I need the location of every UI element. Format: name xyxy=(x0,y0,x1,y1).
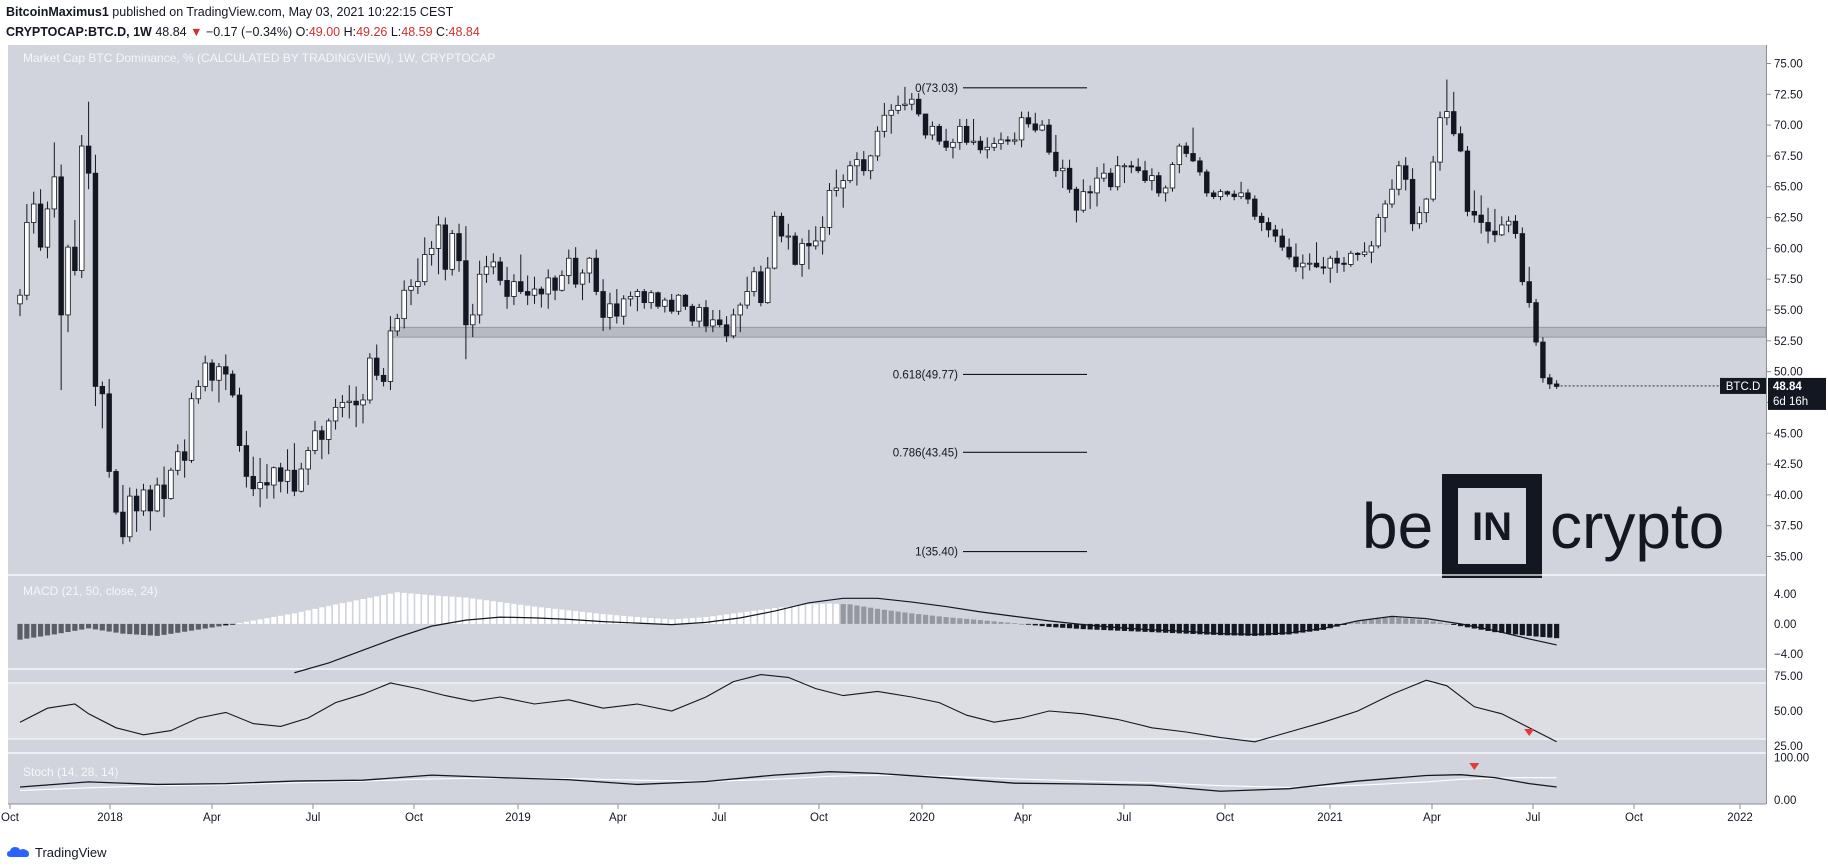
close-label: C: xyxy=(436,25,449,39)
open-value: 49.00 xyxy=(308,25,341,39)
stoch-pane-title: Stoch (14, 28, 14) xyxy=(23,765,119,779)
macd-pane-title: MACD (21, 50, close, 24) xyxy=(23,584,158,598)
price-axis[interactable] xyxy=(1766,45,1828,804)
x-tick-label: 2022 xyxy=(1727,812,1753,824)
high-label: H: xyxy=(343,25,357,39)
rsi-pane-title: RSI (14, close) xyxy=(23,682,103,696)
footer-brand-label: TradingView xyxy=(35,844,107,860)
x-tick-label: Oct xyxy=(405,812,424,824)
x-tick-label: Oct xyxy=(1,812,20,824)
x-tick-label: Apr xyxy=(609,812,627,824)
open-label: O: xyxy=(295,25,309,39)
author-name[interactable]: BitcoinMaximus1 xyxy=(6,5,109,19)
last-price: 48.84 xyxy=(155,25,187,39)
high-value: 49.26 xyxy=(356,25,388,39)
x-tick-label: Jul xyxy=(1117,812,1132,824)
low-value: 48.59 xyxy=(401,25,433,39)
logo-text-be: be xyxy=(1362,490,1433,562)
beincrypto-logo: be IN crypto xyxy=(1362,474,1724,578)
close-value: 48.84 xyxy=(448,25,480,39)
x-tick-label: Apr xyxy=(203,812,221,824)
x-tick-label: Oct xyxy=(810,812,829,824)
footer-brand[interactable]: TradingView xyxy=(6,842,107,862)
logo-text-in: IN xyxy=(1472,505,1512,549)
x-tick-label: Jul xyxy=(306,812,321,824)
x-tick-label: Apr xyxy=(1423,812,1441,824)
logo-text-crypto: crypto xyxy=(1550,490,1724,562)
x-tick-label: 2020 xyxy=(909,812,935,824)
price-change: −0.17 (−0.34%) xyxy=(205,25,293,39)
x-tick-label: 2019 xyxy=(505,812,531,824)
symbol-label: CRYPTOCAP:BTC.D, 1W xyxy=(6,25,152,39)
x-tick-label: Oct xyxy=(1216,812,1235,824)
publish-line: BitcoinMaximus1 published on TradingView… xyxy=(6,2,480,22)
x-tick-label: Apr xyxy=(1014,812,1032,824)
stoch-pane[interactable]: Stoch (14, 28, 14) xyxy=(8,753,1766,804)
x-tick-label: Jul xyxy=(1526,812,1541,824)
chart-header: BitcoinMaximus1 published on TradingView… xyxy=(6,2,480,42)
x-tick-label: 2021 xyxy=(1317,812,1343,824)
x-tick-label: 2018 xyxy=(97,812,123,824)
down-arrow-icon: ▼ xyxy=(190,25,203,39)
price-pane-title: Market Cap BTC Dominance, % (CALCULATED … xyxy=(23,51,496,65)
tradingview-cloud-icon xyxy=(7,847,29,857)
ohlc-line: CRYPTOCAP:BTC.D, 1W 48.84 ▼ −0.17 (−0.34… xyxy=(6,22,480,42)
publish-info: published on TradingView.com, May 03, 20… xyxy=(112,5,454,19)
x-tick-label: Oct xyxy=(1625,812,1644,824)
low-label: L: xyxy=(390,25,402,39)
x-tick-label: Jul xyxy=(712,812,727,824)
macd-pane[interactable]: MACD (21, 50, close, 24) xyxy=(8,575,1766,669)
rsi-pane[interactable]: RSI (14, close) xyxy=(8,669,1766,753)
